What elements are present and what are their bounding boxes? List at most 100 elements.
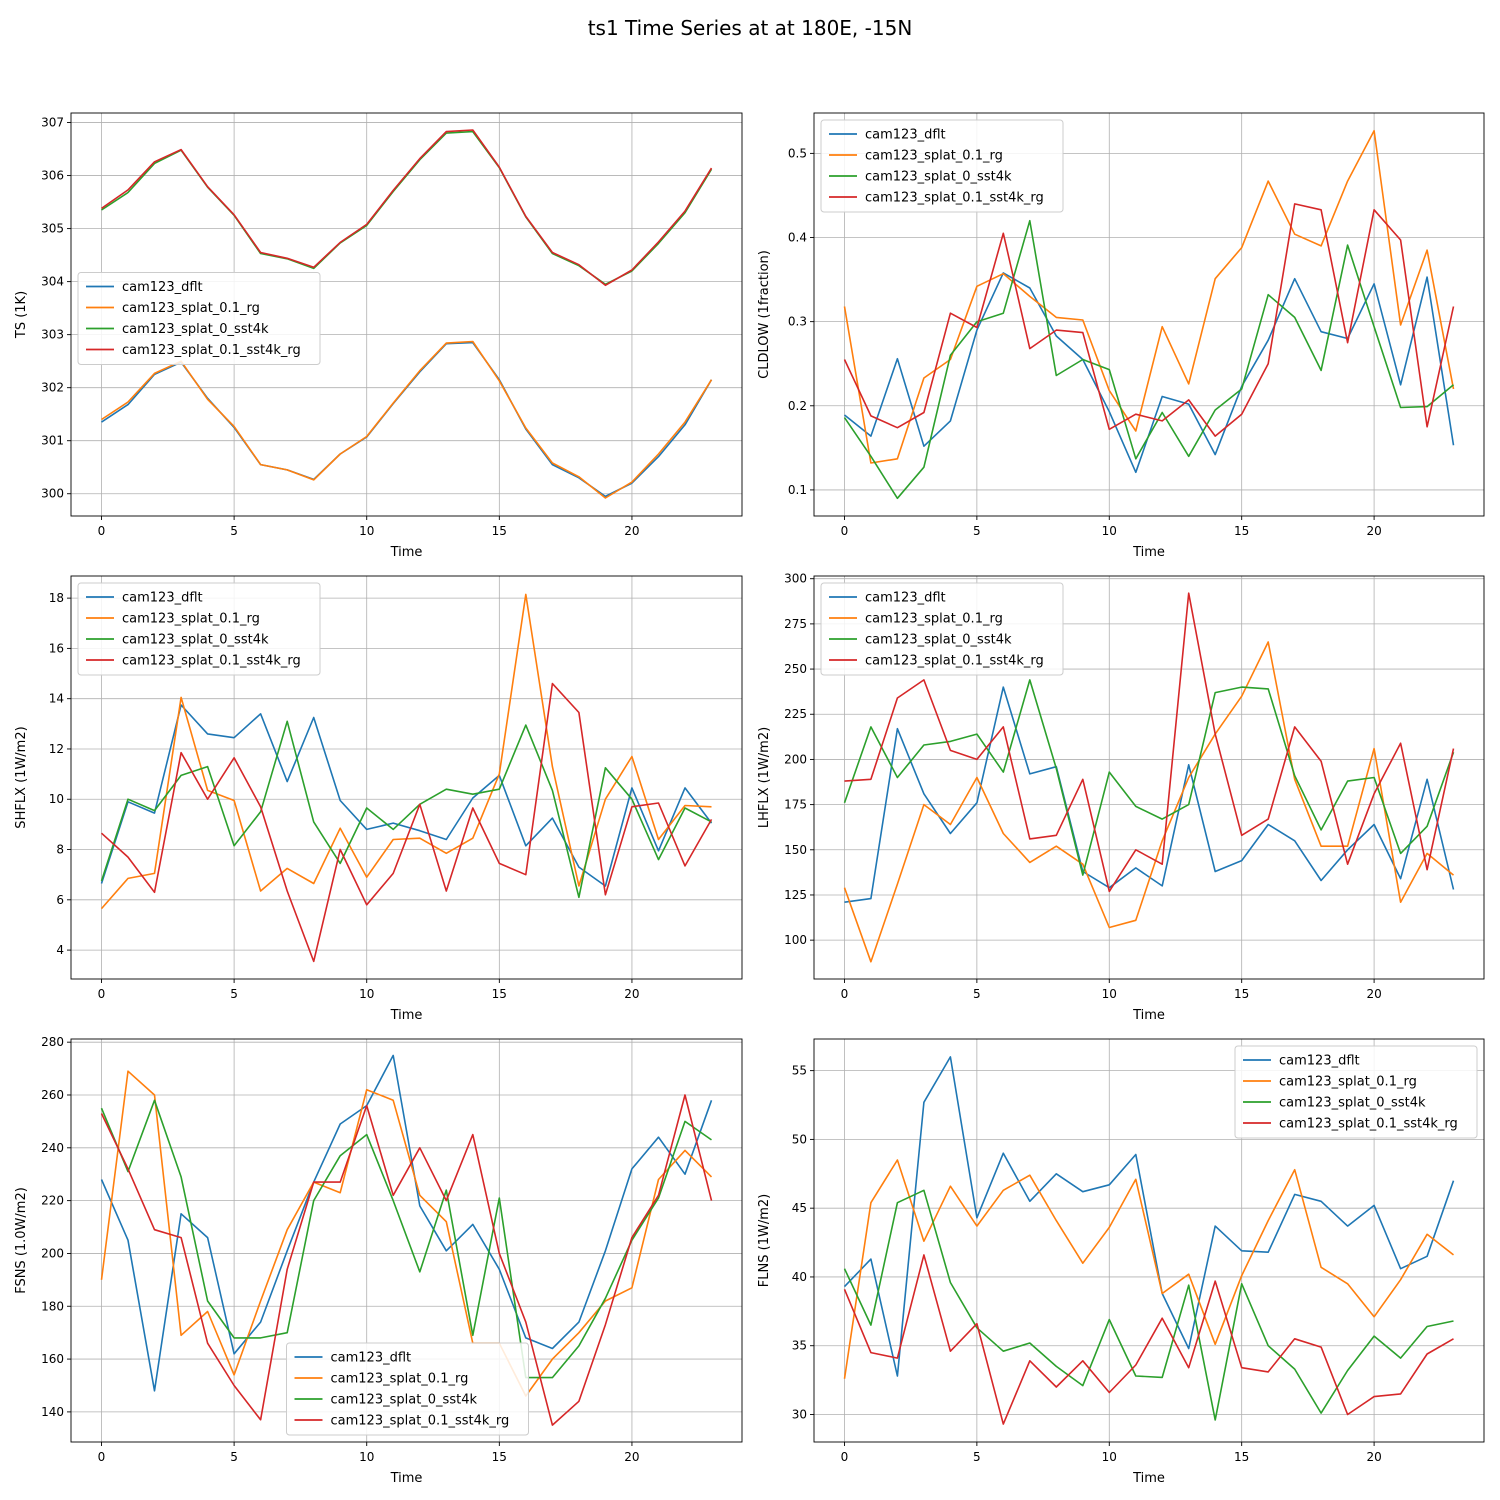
y-tick-label: 14: [49, 692, 64, 706]
y-tick-label: 225: [784, 707, 807, 721]
x-tick-label: 0: [841, 987, 849, 1001]
legend-entry: cam123_splat_0_sst4k: [1279, 1096, 1426, 1111]
legend-entry: cam123_splat_0_sst4k: [865, 170, 1012, 185]
y-tick-label: 260: [41, 1088, 64, 1102]
x-tick-label: 20: [624, 524, 639, 538]
subplot-flns: 0 5 10 15 20 30 35 40 45 50 55 Time FLNS (1W/m2) cam1…: [757, 1038, 1485, 1486]
series-line-cam123_dflt: [101, 341, 713, 498]
legend-entry: cam123_splat_0.1_sst4k_rg: [122, 343, 301, 358]
y-tick-label: 10: [49, 792, 64, 806]
legend-box: [77, 582, 321, 676]
x-tick-label: 15: [492, 987, 507, 1001]
series-line-cam123_splat_0_sst4k: [101, 130, 713, 286]
x-tick-label: 0: [98, 524, 106, 538]
legend-entry: cam123_splat_0.1_rg: [1279, 1075, 1417, 1090]
y-tick-label: 35: [792, 1339, 807, 1353]
y-tick-label: 306: [41, 169, 64, 183]
series-line-cam123_dflt: [100, 704, 713, 887]
x-tick-label: 5: [973, 987, 981, 1001]
subplot-fsns: 0 5 10 15 20 140 160 180 200 220 240 260 280 Time FSNS…: [14, 1035, 743, 1486]
legend-box: [77, 272, 321, 365]
y-tick-label: 0.3: [788, 315, 807, 329]
series-line-cam123_splat_0.1_sst4k_rg: [101, 129, 713, 287]
y-tick-label: 8: [56, 843, 64, 857]
y-axis-label: LHFLX (1W/m2): [757, 727, 772, 828]
legend: cam123_dflt cam123_splat_0.1_rg cam123_spl…: [1234, 1045, 1478, 1139]
series-line-cam123_splat_0.1_rg: [843, 641, 1455, 963]
series-line-cam123_dflt: [843, 1056, 1455, 1377]
y-tick-label: 16: [49, 641, 64, 655]
y-tick-label: 302: [41, 381, 64, 395]
series-line-cam123_dflt: [844, 686, 1455, 903]
y-tick-label: 300: [784, 572, 807, 586]
x-tick-label: 20: [624, 987, 639, 1001]
x-tick-label: 10: [359, 524, 374, 538]
y-axis-label: SHFLX (1W/m2): [14, 726, 29, 828]
y-tick-label: 18: [49, 591, 64, 605]
x-tick-label: 10: [1102, 524, 1117, 538]
legend-entry: cam123_splat_0.1_rg: [122, 612, 260, 627]
x-tick-label: 20: [1366, 524, 1381, 538]
y-tick-label: 140: [41, 1405, 64, 1419]
axes-frame: [70, 1038, 743, 1443]
legend-box: [820, 582, 1064, 676]
y-axis-label: TS (1K): [14, 291, 29, 339]
x-tick-label: 0: [98, 1450, 106, 1464]
legend-entry: cam123_splat_0.1_rg: [331, 1372, 469, 1387]
legend-entry: cam123_splat_0.1_rg: [865, 612, 1003, 627]
legend: cam123_dflt cam123_splat_0.1_rg cam123_spl…: [286, 1342, 529, 1436]
x-axis-label: Time: [1132, 1008, 1165, 1023]
y-tick-label: 280: [41, 1035, 64, 1049]
legend-entry: cam123_dflt: [865, 128, 946, 143]
x-tick-label: 15: [1234, 987, 1249, 1001]
x-tick-label: 10: [1102, 1450, 1117, 1464]
legend-entry: cam123_dflt: [865, 591, 946, 606]
x-axis-label: Time: [390, 545, 423, 560]
y-tick-label: 175: [784, 798, 807, 812]
x-tick-label: 5: [230, 1450, 238, 1464]
y-tick-label: 100: [784, 933, 807, 947]
figure-title: ts1 Time Series at at 180E, -15N: [587, 16, 913, 40]
series-line-cam123_splat_0.1_sst4k_rg: [843, 203, 1455, 437]
legend-box: [286, 1342, 529, 1436]
y-tick-label: 12: [49, 742, 64, 756]
x-tick-label: 10: [359, 1450, 374, 1464]
y-tick-label: 300: [41, 487, 64, 501]
y-tick-label: 0.1: [788, 483, 807, 497]
series-line-cam123_splat_0.1_rg: [100, 1070, 713, 1397]
legend-entry: cam123_splat_0_sst4k: [865, 633, 1012, 648]
x-tick-label: 5: [973, 1450, 981, 1464]
legend-entry: cam123_splat_0.1_sst4k_rg: [122, 654, 301, 669]
series-line-cam123_dflt: [844, 272, 1455, 474]
y-tick-label: 0.2: [788, 399, 807, 413]
legend-entry: cam123_splat_0.1_rg: [122, 301, 260, 316]
legend: cam123_dflt cam123_splat_0.1_rg cam123_spl…: [820, 119, 1064, 213]
y-axis-label: FSNS (1.0W/m2): [14, 1187, 29, 1294]
legend-box: [1234, 1045, 1478, 1139]
legend-entry: cam123_splat_0_sst4k: [331, 1393, 478, 1408]
legend-entry: cam123_dflt: [331, 1351, 412, 1366]
legend-box: [820, 119, 1064, 213]
x-tick-label: 0: [841, 1450, 849, 1464]
x-axis-label: Time: [390, 1471, 423, 1486]
y-tick-label: 307: [41, 116, 64, 130]
series-line-cam123_splat_0.1_rg: [843, 1159, 1454, 1379]
series-line-cam123_splat_0_sst4k: [843, 219, 1455, 500]
axes-frame: [813, 1038, 1485, 1443]
legend-entry: cam123_splat_0_sst4k: [122, 633, 269, 648]
y-tick-label: 50: [792, 1132, 807, 1146]
y-tick-label: 55: [792, 1064, 807, 1078]
y-tick-label: 305: [41, 222, 64, 236]
legend-entry: cam123_dflt: [122, 280, 203, 295]
legend-entry: cam123_dflt: [122, 591, 203, 606]
y-tick-label: 303: [41, 328, 64, 342]
y-tick-label: 220: [41, 1194, 64, 1208]
x-tick-label: 20: [1366, 1450, 1381, 1464]
series-line-cam123_splat_0.1_sst4k_rg: [100, 1094, 713, 1426]
y-tick-label: 275: [784, 617, 807, 631]
subplot-cldlow: 0 5 10 15 20 0.1 0.2 0.3 0.4 0.5 Time CLDLOW (1frac…: [757, 112, 1485, 560]
legend: cam123_dflt cam123_splat_0.1_rg cam123_spl…: [77, 272, 321, 365]
y-tick-label: 40: [792, 1270, 807, 1284]
legend-entry: cam123_splat_0.1_sst4k_rg: [331, 1414, 510, 1429]
